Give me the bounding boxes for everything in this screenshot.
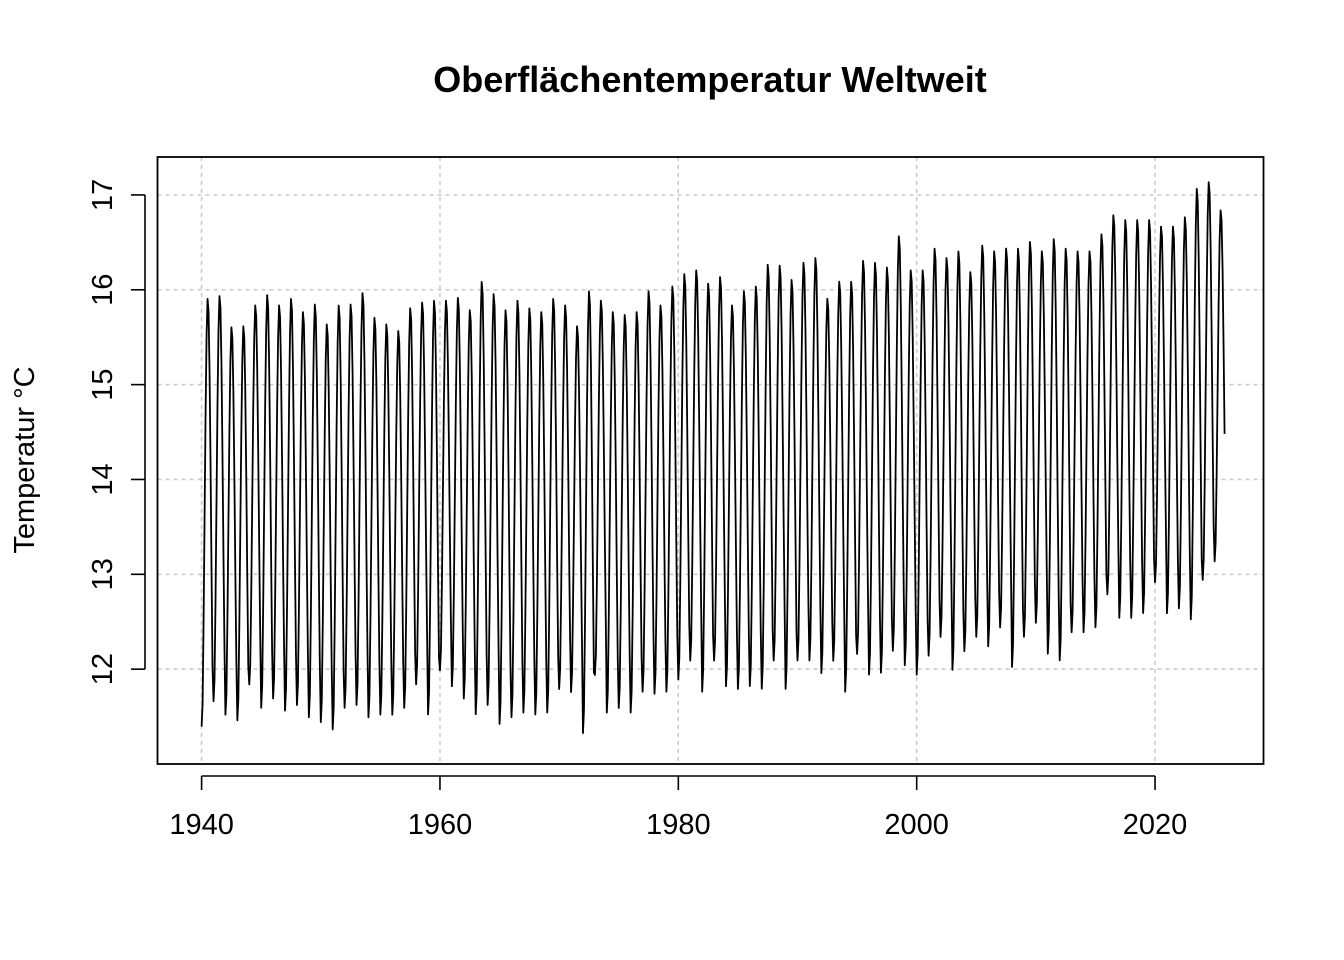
y-tick-label: 13 xyxy=(87,558,119,590)
y-tick-label: 15 xyxy=(87,368,119,400)
series-layer xyxy=(200,181,1226,734)
x-tick-label: 1960 xyxy=(408,809,473,841)
x-axis: 1940 1960 1980 2000 2020 xyxy=(169,775,1188,841)
y-tick-label: 14 xyxy=(87,463,119,495)
x-tick-label: 2020 xyxy=(1123,809,1188,841)
temperature-line xyxy=(200,181,1226,734)
y-tick-label: 12 xyxy=(87,653,119,685)
x-tick-label: 1980 xyxy=(646,809,711,841)
x-tick-label: 2000 xyxy=(884,809,949,841)
y-axis: 12 13 14 15 16 17 xyxy=(87,179,146,685)
x-tick-label: 1940 xyxy=(169,809,234,841)
y-tick-label: 17 xyxy=(87,179,119,211)
plot-frame xyxy=(156,156,1265,765)
y-tick-label: 16 xyxy=(87,274,119,306)
chart-title: Oberflächentemperatur Weltweit xyxy=(433,59,986,100)
y-axis-label: Temperatur °C xyxy=(9,366,41,553)
